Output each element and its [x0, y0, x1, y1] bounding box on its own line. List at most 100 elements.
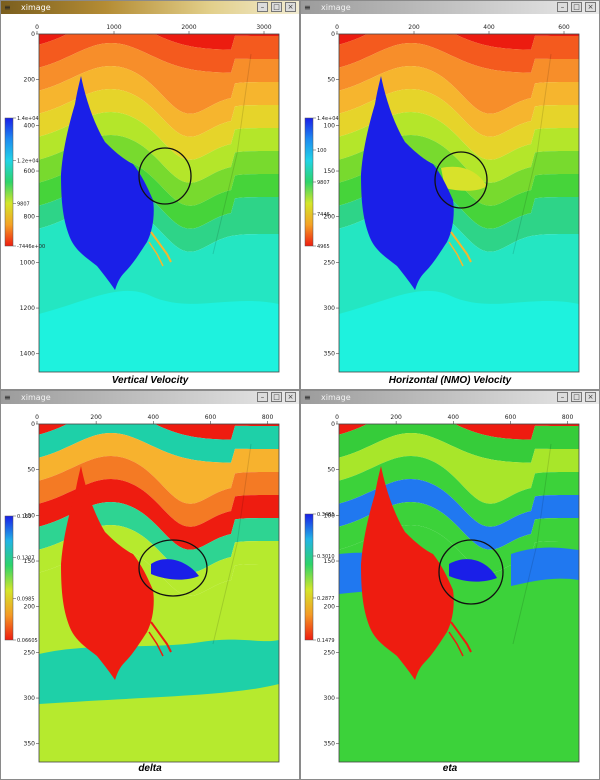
maximize-button[interactable]: □ [571, 392, 582, 402]
image-caption: eta [442, 763, 458, 774]
layer-band [39, 66, 279, 137]
tick-label: 50 [327, 467, 335, 474]
minimize-button[interactable]: – [257, 2, 268, 12]
tick-label: 0 [331, 31, 335, 38]
minimize-button[interactable]: – [557, 392, 568, 402]
window-menu-icon[interactable]: ≡ [4, 393, 11, 402]
fault-line [212, 53, 252, 255]
tick-label: 1.4e+04 [317, 116, 339, 122]
highlight-circle [434, 151, 488, 209]
window-eta[interactable]: ≡ ximage – □ × 0.3481 0.3010 0.2877 0.1479 0… [300, 390, 600, 780]
layer-band [339, 424, 579, 463]
image-caption: delta [138, 763, 162, 774]
salt-body [361, 466, 454, 680]
tick-label: 250 [324, 649, 336, 656]
window-title: ximage [321, 393, 351, 402]
close-button[interactable]: × [585, 2, 596, 12]
tick-label: 600 [24, 168, 36, 175]
highlight-circle [138, 147, 192, 205]
image-frame [338, 423, 580, 763]
layer-band [39, 34, 279, 73]
tick-label: 200 [324, 214, 336, 221]
close-button[interactable]: × [585, 392, 596, 402]
velocity-anomaly [441, 166, 487, 191]
tick-label: 4965 [317, 244, 330, 250]
colorbar [4, 117, 14, 247]
tick-label: -7446e+00 [17, 244, 45, 250]
layer-band [339, 112, 579, 183]
layer-band [339, 290, 579, 372]
tick-label: 800 [562, 414, 574, 421]
tick-label: 9807 [317, 180, 330, 186]
window-delta[interactable]: ≡ ximage – □ × 0.163 0.1307 0.0985 0.06605 0… [0, 390, 300, 780]
salt-stringer [150, 231, 172, 263]
window-menu-icon[interactable]: ≡ [304, 3, 311, 12]
window-titlebar[interactable]: ≡ ximage – □ × [301, 391, 599, 404]
salt-body [361, 76, 454, 290]
window-horizontal-velocity[interactable]: ≡ ximage – □ × 1.4e+04 100 9807 7446 4965 0 20… [300, 0, 600, 390]
maximize-button[interactable]: □ [271, 392, 282, 402]
layer-band [339, 34, 579, 50]
window-titlebar[interactable]: ≡ ximage – □ × [301, 1, 599, 14]
tick-label: 0.3481 [317, 512, 335, 518]
layer-band [339, 89, 579, 160]
tick-label: 0.1307 [17, 555, 35, 561]
tick-label: 1000 [106, 24, 121, 31]
layer-band [339, 424, 579, 440]
layer-band [39, 424, 279, 440]
fault-line [512, 53, 552, 255]
maximize-button[interactable]: □ [571, 2, 582, 12]
fault-line [212, 443, 252, 645]
layer-band [39, 433, 279, 504]
tick-label: 0.2877 [317, 596, 335, 602]
layer-band [339, 66, 579, 137]
tick-label: 0.1479 [317, 638, 335, 644]
window-title: ximage [21, 393, 51, 402]
tick-label: 200 [24, 604, 36, 611]
tick-label: 200 [24, 77, 36, 84]
eta-image[interactable]: 0.3481 0.3010 0.2877 0.1479 0 200 400 600 800 0 50… [301, 404, 600, 768]
tick-label: 7446 [317, 212, 330, 218]
window-title: ximage [21, 3, 51, 12]
minimize-button[interactable]: – [257, 392, 268, 402]
delta-anomaly [151, 559, 199, 580]
window-vertical-velocity[interactable]: ≡ ximage – □ × 1.4e+04 1.2e+04 9807 -7446e+… [0, 0, 300, 390]
salt-stringer [450, 621, 472, 653]
window-titlebar[interactable]: ≡ ximage – □ × [1, 1, 299, 14]
layer-band [39, 34, 279, 50]
window-menu-icon[interactable]: ≡ [4, 3, 11, 12]
tick-label: 350 [24, 741, 36, 748]
tick-label: 2000 [181, 24, 196, 31]
salt-body [61, 466, 154, 680]
tick-label: 0 [331, 421, 335, 428]
layer-band [339, 34, 579, 73]
maximize-button[interactable]: □ [271, 2, 282, 12]
tick-label: 0 [35, 414, 39, 421]
layer-band [511, 547, 579, 586]
tick-label: 250 [324, 259, 336, 266]
tick-label: 150 [324, 558, 336, 565]
layer-band [39, 424, 279, 463]
window-menu-icon[interactable]: ≡ [304, 393, 311, 402]
tick-label: 300 [324, 305, 336, 312]
close-button[interactable]: × [285, 392, 296, 402]
salt-stringer [448, 241, 464, 267]
tick-label: 100 [324, 122, 336, 129]
delta-image[interactable]: 0.163 0.1307 0.0985 0.06605 0 200 400 600 800 0 50… [1, 404, 300, 768]
colorbar [304, 117, 314, 247]
tick-label: 0 [31, 421, 35, 428]
tick-label: 0.163 [17, 514, 31, 520]
tick-label: 800 [24, 214, 36, 221]
highlight-circle [138, 539, 208, 597]
layer-band [339, 479, 579, 550]
window-titlebar[interactable]: ≡ ximage – □ × [1, 391, 299, 404]
minimize-button[interactable]: – [557, 2, 568, 12]
close-button[interactable]: × [285, 2, 296, 12]
salt-stringer [148, 631, 164, 657]
tick-label: 50 [27, 467, 35, 474]
tick-label: 150 [324, 168, 336, 175]
highlight-circle [438, 539, 504, 605]
fault-line [512, 443, 552, 645]
